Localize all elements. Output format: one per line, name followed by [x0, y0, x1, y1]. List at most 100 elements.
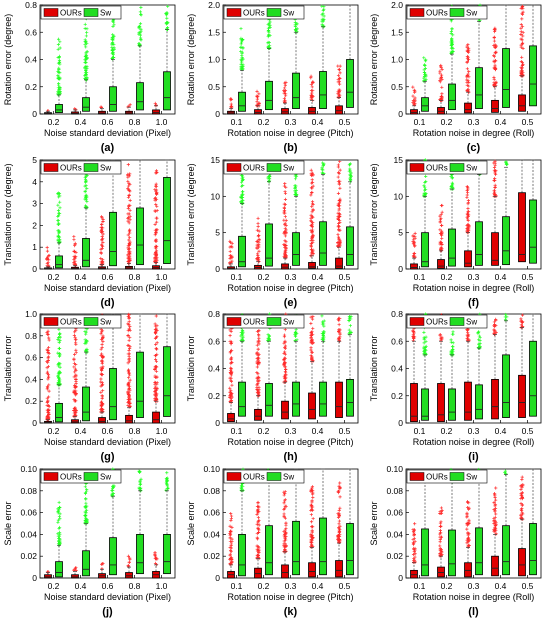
outlier-marker	[504, 312, 508, 317]
box-plot: 0 5 10 15 0.1 0.2 0.3 0.4 0.5 OURs Sw Rotation nois…	[186, 155, 359, 309]
box-body	[163, 71, 171, 111]
outlier-marker	[293, 28, 298, 32]
outlier-marker	[465, 521, 469, 525]
legend: OURs Sw	[223, 314, 305, 329]
x-tick-label: 0.4	[312, 117, 324, 127]
outlier-marker	[520, 25, 525, 29]
outlier-marker	[283, 86, 287, 90]
box-ours	[71, 234, 79, 270]
outlier-marker	[519, 513, 523, 518]
outlier-marker	[309, 238, 313, 243]
outlier-marker	[411, 339, 415, 343]
legend-label-sw: Sw	[100, 9, 111, 18]
outlier-marker	[310, 230, 314, 235]
outlier-marker	[154, 238, 158, 242]
outlier-marker	[83, 513, 87, 517]
outlier-marker	[153, 385, 158, 389]
box-sw	[346, 162, 354, 266]
outlier-marker	[45, 359, 49, 364]
outlier-marker	[57, 332, 62, 336]
outlier-marker	[255, 512, 259, 517]
outlier-marker	[99, 105, 103, 109]
outlier-marker	[83, 43, 87, 47]
outlier-marker	[255, 100, 259, 104]
outlier-marker	[155, 220, 159, 224]
outlier-marker	[74, 107, 78, 112]
outlier-marker	[58, 46, 62, 50]
outlier-marker	[438, 214, 442, 218]
outlier-marker	[438, 537, 442, 541]
outlier-marker	[519, 30, 523, 34]
outlier-marker	[257, 101, 261, 105]
outlier-marker	[139, 488, 143, 492]
outlier-marker	[519, 493, 523, 497]
outlier-marker	[282, 530, 286, 534]
outlier-marker	[257, 530, 261, 535]
box-body	[518, 192, 526, 263]
outlier-marker	[283, 516, 288, 520]
box-ours	[152, 101, 160, 115]
y-tick-label: 5	[215, 228, 220, 238]
outlier-marker	[83, 60, 87, 64]
y-tick-label: 0.02	[386, 551, 403, 561]
panel-label: (i)	[468, 451, 479, 463]
outlier-marker	[449, 50, 453, 54]
y-tick-label: 0.08	[203, 486, 220, 496]
outlier-marker	[46, 399, 50, 403]
outlier-marker	[492, 60, 496, 64]
outlier-marker	[126, 314, 130, 318]
outlier-marker	[155, 375, 159, 380]
outlier-marker	[294, 192, 298, 196]
outlier-marker	[465, 49, 469, 53]
outlier-marker	[268, 20, 272, 24]
panel-label: (h)	[283, 451, 297, 463]
outlier-marker	[73, 385, 78, 389]
outlier-marker	[321, 11, 325, 16]
outlier-marker	[84, 45, 88, 49]
outlier-marker	[282, 543, 286, 548]
outlier-marker	[466, 531, 470, 536]
y-tick-label: 0.02	[203, 551, 220, 561]
x-tick-label: 0.5	[339, 426, 351, 436]
outlier-marker	[336, 232, 340, 237]
box-sw	[265, 5, 273, 111]
legend: OURs Sw	[406, 5, 488, 20]
outlier-marker	[478, 341, 482, 346]
outlier-marker	[411, 329, 415, 333]
box-ours	[410, 85, 418, 115]
outlier-marker	[128, 240, 132, 244]
outlier-marker	[56, 238, 60, 242]
outlier-marker	[154, 184, 159, 189]
box-body	[502, 525, 510, 576]
outlier-marker	[99, 225, 103, 229]
box-sw	[109, 159, 117, 267]
box-ours	[464, 185, 472, 268]
outlier-marker	[309, 520, 314, 524]
legend-swatch-sw	[266, 317, 282, 326]
box-sw	[265, 468, 273, 576]
y-axis-label: Translation error (degree)	[186, 163, 196, 265]
outlier-marker	[126, 563, 130, 568]
outlier-marker	[492, 75, 496, 79]
x-tick-label: 0.2	[441, 581, 453, 591]
outlier-marker	[439, 241, 443, 245]
box-body	[44, 574, 52, 579]
outlier-marker	[310, 210, 314, 214]
outlier-marker	[228, 536, 232, 540]
outlier-marker	[492, 161, 496, 165]
outlier-marker	[440, 243, 444, 247]
outlier-marker	[228, 339, 232, 343]
outlier-marker	[520, 503, 524, 507]
outlier-marker	[338, 77, 342, 81]
x-tick-label: 1.0	[156, 272, 168, 282]
outlier-marker	[494, 498, 498, 502]
outlier-marker	[440, 229, 444, 233]
outlier-marker	[56, 43, 61, 47]
outlier-marker	[58, 76, 62, 80]
box-ours	[71, 566, 79, 579]
chart-panel: 0 0.02 0.04 0.06 0.08 0.10 0.1 0.2 0.3 0.4 0.5 OURs…	[183, 464, 366, 624]
outlier-marker	[126, 392, 130, 396]
outlier-marker	[127, 560, 131, 564]
outlier-marker	[349, 314, 353, 318]
outlier-marker	[284, 248, 288, 252]
